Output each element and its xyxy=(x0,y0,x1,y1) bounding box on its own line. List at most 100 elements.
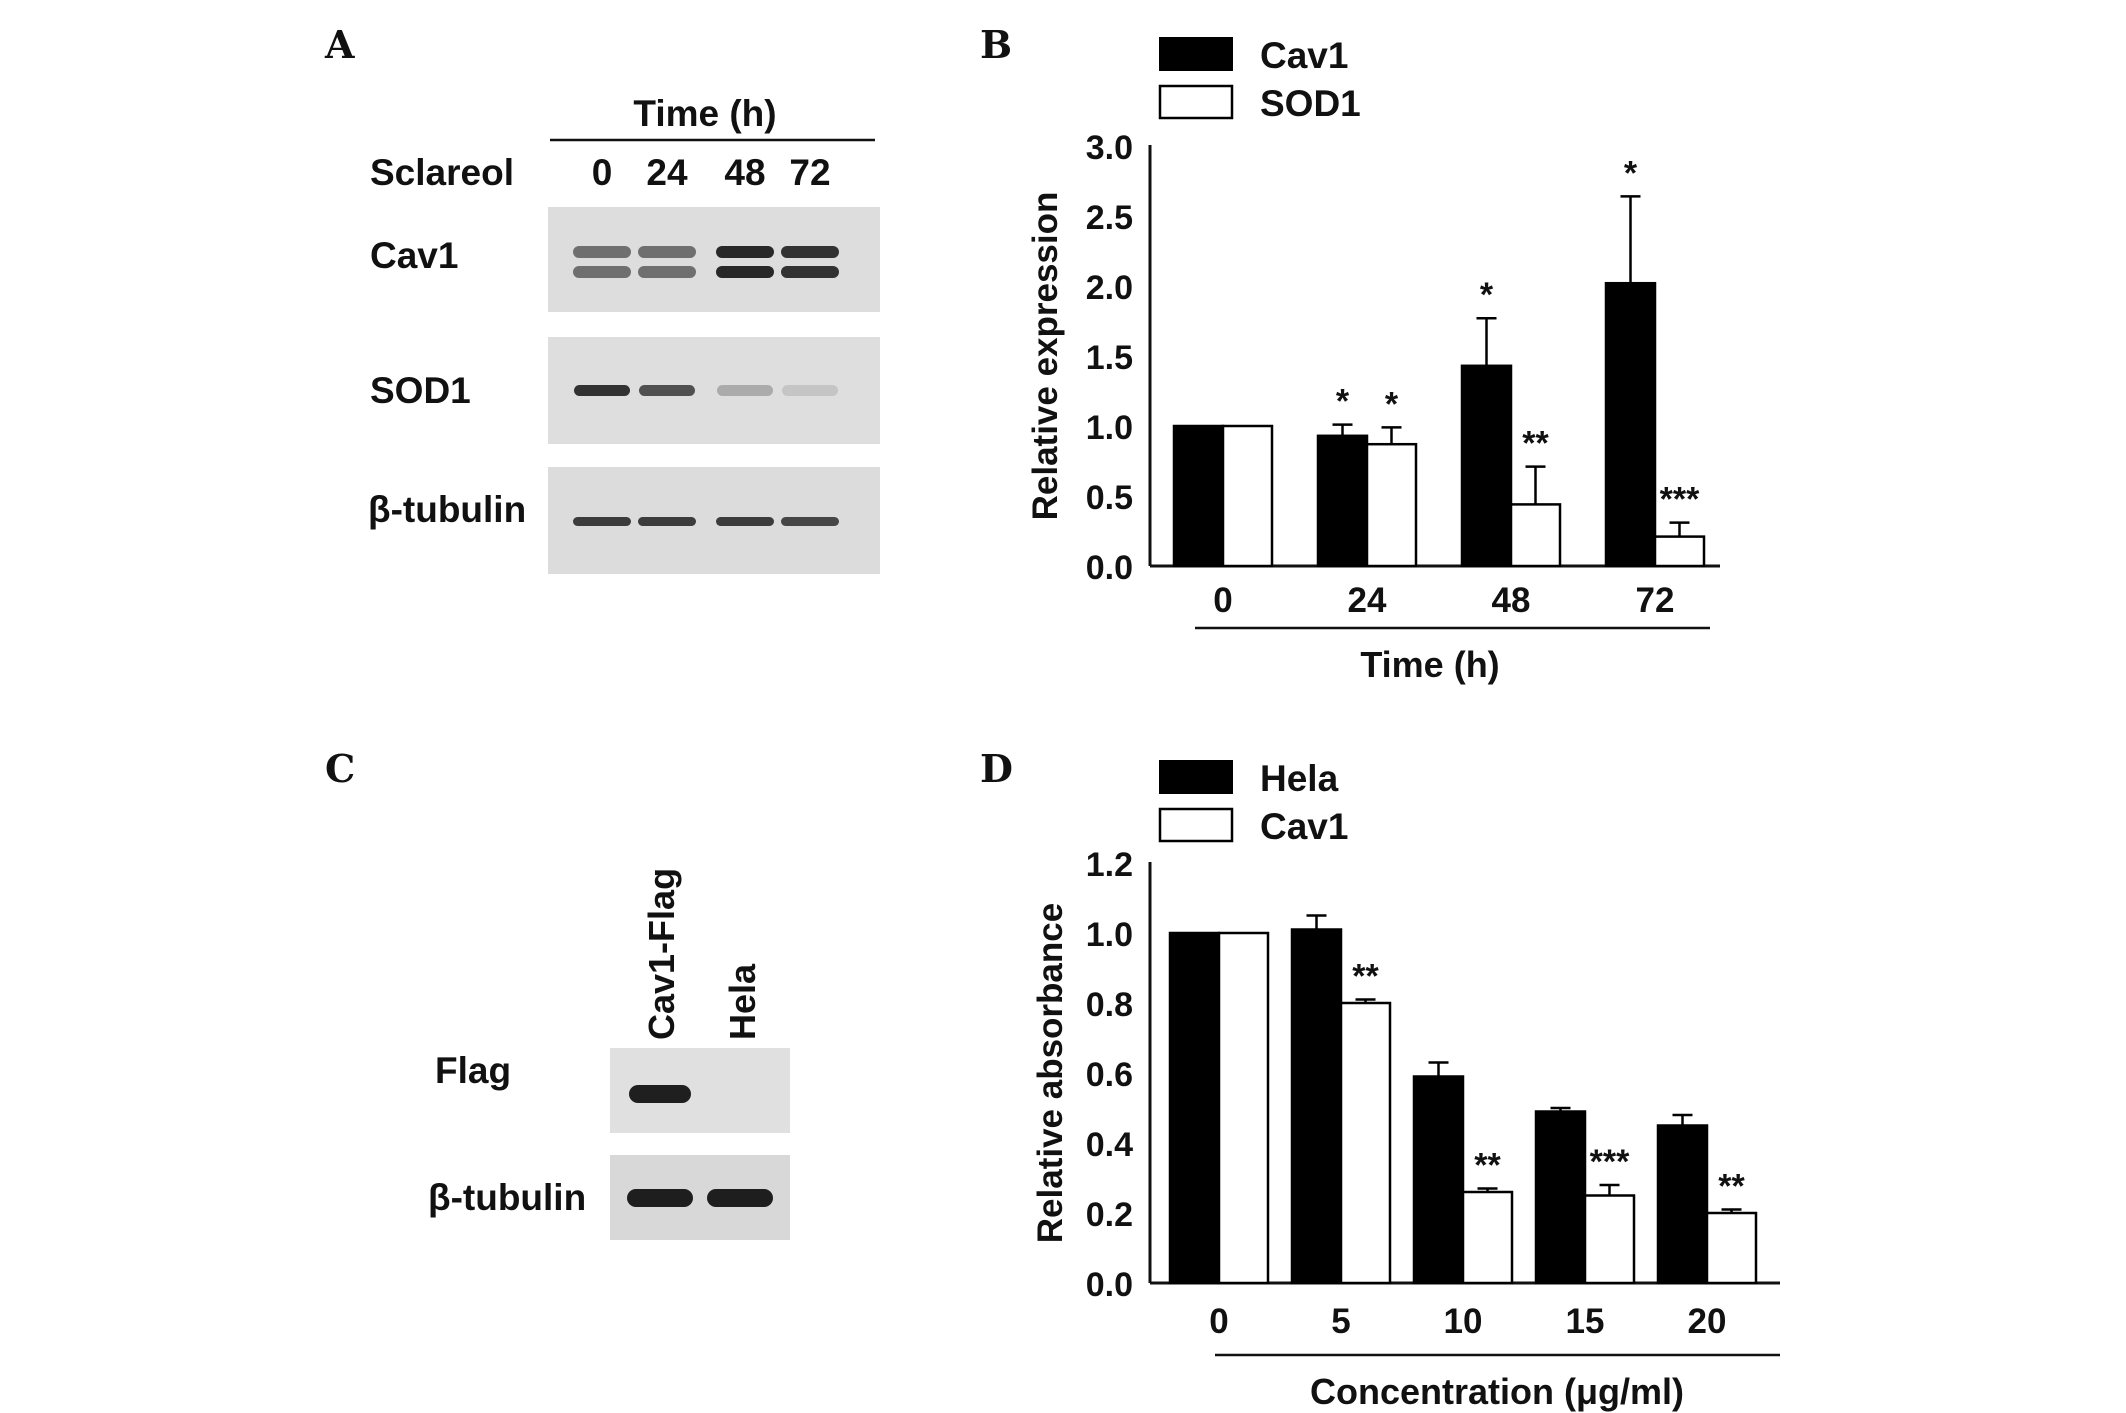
blot-band xyxy=(716,517,774,526)
significance-marker: * xyxy=(1336,383,1350,421)
panel-b: B Cav1 SOD1 0.0 0.5 1.0 1.5 2.0 2.5 3.0 … xyxy=(980,22,1720,685)
bar xyxy=(1583,1194,1636,1285)
bar xyxy=(1290,928,1343,1285)
legend-label: Cav1 xyxy=(1260,35,1348,76)
x-axis-label: Time (h) xyxy=(1360,644,1499,685)
bar xyxy=(1168,931,1221,1285)
blot-strip xyxy=(548,207,880,312)
x-tick-label: 5 xyxy=(1331,1302,1350,1341)
blot-bands xyxy=(627,1189,773,1207)
y-tick-label: 1.0 xyxy=(1086,916,1133,954)
x-tick-label: 0 xyxy=(1213,581,1232,620)
significance-marker: ** xyxy=(1718,1168,1745,1206)
y-tick-label: 0.8 xyxy=(1086,986,1133,1024)
significance-marker: ** xyxy=(1474,1147,1501,1185)
lane-label: 48 xyxy=(724,152,765,193)
blot-band xyxy=(717,385,773,396)
y-tick-label: 0.0 xyxy=(1086,1266,1133,1304)
panel-c-label: C xyxy=(325,746,355,791)
blot-band xyxy=(639,385,695,396)
bar xyxy=(1604,281,1657,568)
x-tick-label: 0 xyxy=(1209,1302,1228,1341)
blot-band xyxy=(573,246,631,258)
significance-marker: * xyxy=(1385,385,1399,423)
y-tick-label: 1.5 xyxy=(1086,339,1133,377)
x-tick-label: 72 xyxy=(1636,581,1675,620)
bars: ********* xyxy=(1172,154,1706,568)
blot-band xyxy=(638,517,696,526)
blot-band xyxy=(638,266,696,278)
significance-marker: * xyxy=(1480,276,1494,314)
blot-bands xyxy=(574,385,838,396)
y-tick-label: 3.0 xyxy=(1086,129,1133,167)
bars: ********* xyxy=(1168,914,1758,1285)
blot-bands xyxy=(629,1085,691,1103)
lane-label: Cav1-Flag xyxy=(641,868,682,1040)
blot-band xyxy=(573,266,631,278)
lane-label: 72 xyxy=(789,152,830,193)
bar xyxy=(1172,424,1225,568)
bar xyxy=(1412,1075,1465,1285)
x-tick-label: 20 xyxy=(1688,1302,1727,1341)
y-tick-label: 1.2 xyxy=(1086,846,1133,884)
blot-row-label: SOD1 xyxy=(370,370,471,411)
bar xyxy=(1534,1110,1587,1285)
bar xyxy=(1461,1190,1514,1285)
legend-swatch xyxy=(1158,807,1234,843)
blot-band xyxy=(573,517,631,526)
significance-marker: * xyxy=(1624,154,1638,192)
blot-band xyxy=(781,266,839,278)
bar xyxy=(1509,503,1562,568)
x-tick-label: 10 xyxy=(1444,1302,1483,1341)
panel-a-header: Time (h) xyxy=(633,93,776,134)
bar xyxy=(1653,535,1706,568)
y-tick-label: 0.2 xyxy=(1086,1196,1133,1234)
panel-b-label: B xyxy=(980,22,1012,67)
legend-label: Hela xyxy=(1260,758,1339,799)
blot-row-label: Cav1 xyxy=(370,235,458,276)
bar xyxy=(1316,434,1369,568)
blot-row-label: Flag xyxy=(435,1050,511,1091)
blot-band xyxy=(707,1189,773,1207)
bar xyxy=(1339,1001,1392,1285)
bar xyxy=(1217,931,1270,1285)
bar xyxy=(1656,1124,1709,1285)
blot-band xyxy=(781,517,839,526)
bar xyxy=(1705,1211,1758,1285)
significance-marker: ** xyxy=(1352,958,1379,996)
blot-band xyxy=(574,385,630,396)
blot-bands xyxy=(573,517,839,526)
blot-band xyxy=(629,1085,691,1103)
x-tick-label: 48 xyxy=(1492,581,1531,620)
y-tick-label: 0.5 xyxy=(1086,479,1133,517)
panel-a-label: A xyxy=(324,22,355,67)
bar xyxy=(1365,442,1418,568)
significance-marker: *** xyxy=(1590,1143,1630,1181)
blot-row-label: β-tubulin xyxy=(368,489,526,530)
y-tick-label: 0.6 xyxy=(1086,1056,1133,1094)
y-tick-label: 0.4 xyxy=(1086,1126,1133,1164)
lane-label: 24 xyxy=(646,152,688,193)
lane-label: 0 xyxy=(592,152,613,193)
lane-label: Hela xyxy=(722,963,763,1040)
y-tick-label: 2.0 xyxy=(1086,269,1133,307)
y-axis-label: Relative absorbance xyxy=(1031,903,1070,1243)
legend-label: Cav1 xyxy=(1260,806,1348,847)
blot-band xyxy=(716,266,774,278)
blot-band xyxy=(782,385,838,396)
legend-swatch xyxy=(1158,84,1234,120)
panel-c: C Cav1-Flag Hela Flag β-tubulin xyxy=(325,746,790,1240)
panel-a: A Time (h) Sclareol 0 24 48 72 Cav1 SOD1… xyxy=(324,22,880,574)
y-tick-label: 0.0 xyxy=(1086,549,1133,587)
panel-d: D Hela Cav1 0.0 0.2 0.4 0.6 0.8 1.0 1.2 … xyxy=(980,746,1780,1412)
legend-label: SOD1 xyxy=(1260,83,1361,124)
x-tick-label: 24 xyxy=(1348,581,1387,620)
blot-band xyxy=(781,246,839,258)
significance-marker: *** xyxy=(1660,481,1700,519)
y-axis-label: Relative expression xyxy=(1026,192,1065,521)
y-tick-label: 1.0 xyxy=(1086,409,1133,447)
blot-bands xyxy=(573,246,839,278)
blot-band xyxy=(627,1189,693,1207)
significance-marker: ** xyxy=(1522,425,1549,463)
